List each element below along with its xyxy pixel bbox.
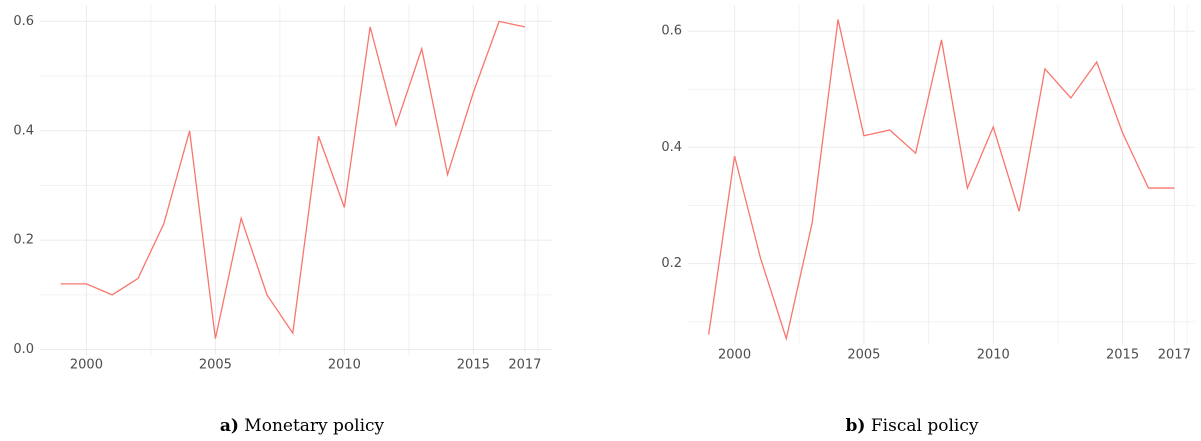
x-tick-label: 2015 — [457, 358, 490, 373]
line — [708, 19, 1175, 342]
caption: a) Monetary policy — [220, 416, 385, 436]
x-tick-label: 2017 — [1158, 348, 1191, 363]
x-tick-label: 2005 — [199, 358, 232, 373]
caption-label: b) — [846, 416, 866, 436]
line — [60, 20, 526, 339]
y-tick-label: 0.0 — [13, 342, 34, 357]
x-tick-label: 2000 — [70, 358, 103, 373]
caption: b) Fiscal policy — [846, 416, 979, 436]
caption-label: a) — [220, 416, 239, 436]
y-tick-label: 0.6 — [661, 24, 682, 39]
x-tick-label: 2010 — [328, 358, 361, 373]
x-tick-label: 2000 — [718, 348, 751, 363]
x-tick-label: 2017 — [508, 358, 541, 373]
y-tick-label: 0.4 — [661, 140, 682, 155]
x-tick-label: 2010 — [977, 348, 1010, 363]
y-tick-label: 0.4 — [13, 123, 34, 138]
y-tick-label: 0.6 — [13, 14, 34, 29]
caption-text: Fiscal policy — [871, 416, 979, 436]
x-tick-label: 2005 — [847, 348, 880, 363]
caption-text: Monetary policy — [244, 416, 384, 436]
x-tick-label: 2015 — [1106, 348, 1139, 363]
y-tick-label: 0.2 — [13, 233, 34, 248]
y-tick-label: 0.2 — [661, 256, 682, 271]
